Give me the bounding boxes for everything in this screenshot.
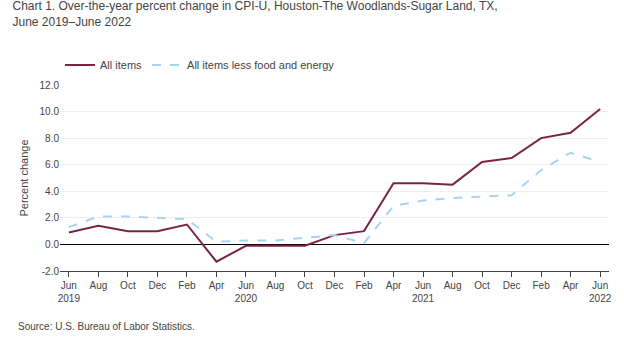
svg-text:Feb: Feb [355,280,373,291]
svg-text:Aug: Aug [89,280,107,291]
svg-text:All items: All items [100,59,142,71]
svg-text:Oct: Oct [297,280,313,291]
svg-text:Apr: Apr [386,280,402,291]
svg-text:Dec: Dec [149,280,167,291]
svg-text:Feb: Feb [532,280,550,291]
svg-text:Percent change: Percent change [18,139,30,216]
svg-text:2.0: 2.0 [45,212,59,223]
svg-text:Jun2022: Jun2022 [589,280,612,304]
svg-text:8.0: 8.0 [45,133,59,144]
svg-text:Jun2019: Jun2019 [58,280,81,304]
svg-text:Dec: Dec [326,280,344,291]
svg-text:6.0: 6.0 [45,159,59,170]
svg-text:Oct: Oct [474,280,490,291]
svg-text:10.0: 10.0 [40,106,60,117]
svg-text:-2.0: -2.0 [42,266,60,277]
svg-text:Aug: Aug [267,280,285,291]
svg-text:Source: U.S. Bureau of Labor S: Source: U.S. Bureau of Labor Statistics. [18,321,195,332]
svg-text:0.0: 0.0 [45,239,59,250]
svg-text:Apr: Apr [563,280,579,291]
svg-text:Jun2021: Jun2021 [412,280,435,304]
svg-text:Feb: Feb [178,280,196,291]
svg-text:Jun2020: Jun2020 [235,280,258,304]
svg-text:12.0: 12.0 [40,80,60,91]
svg-text:Apr: Apr [209,280,225,291]
svg-text:Oct: Oct [120,280,136,291]
svg-text:4.0: 4.0 [45,186,59,197]
svg-text:Chart 1. Over-the-year percent: Chart 1. Over-the-year percent change in… [12,0,497,29]
svg-text:Dec: Dec [503,280,521,291]
svg-text:All items less food and energy: All items less food and energy [187,59,334,71]
svg-text:Aug: Aug [444,280,462,291]
